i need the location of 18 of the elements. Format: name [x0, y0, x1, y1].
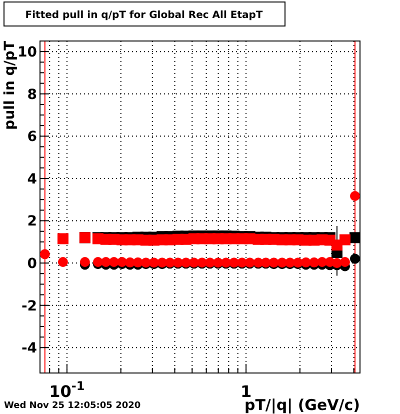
point	[340, 256, 350, 267]
chart-title: Fitted pull in q/pT for Global Rec All EtapT	[25, 10, 263, 21]
point	[350, 191, 360, 202]
y-tick-label: 6	[27, 129, 37, 146]
y-tick-label: 10	[18, 44, 38, 61]
point	[349, 232, 360, 244]
point	[300, 257, 311, 268]
text: Wed Nov 25 12:05:05 2020	[4, 401, 141, 411]
y-tick-label: 4	[27, 171, 38, 188]
y-tick-label: -4	[21, 340, 38, 357]
y-tick-label: 0	[27, 256, 38, 272]
point	[339, 234, 350, 246]
x-tick-label: 10$^{-1}$	[49, 379, 85, 401]
y-tick-label: -2	[21, 298, 37, 314]
y-axis-title: pull in q/pT	[2, 40, 18, 130]
y-tick-label: 8	[27, 86, 37, 103]
point	[350, 254, 360, 264]
y-tick-label: 2	[27, 214, 37, 230]
